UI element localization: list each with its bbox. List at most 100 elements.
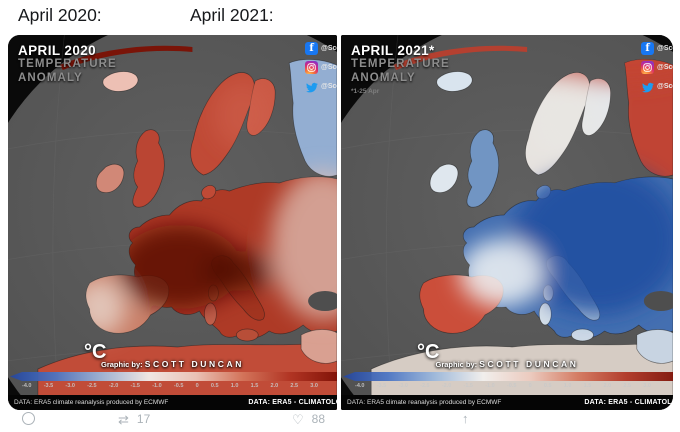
colorbar-tick: -1.0 xyxy=(152,383,162,389)
share-button[interactable]: ↑ xyxy=(462,412,477,425)
data-source-strip: DATA: ERA5 climate reanalysis produced b… xyxy=(341,395,673,410)
map-canvas-2021 xyxy=(341,35,673,410)
colorbar-tick: 1.5 xyxy=(583,383,592,389)
colorbar-tick: -4.0 xyxy=(355,383,365,389)
share-icon: ↑ xyxy=(462,411,469,426)
colorbar-tick: 1.0 xyxy=(230,383,239,389)
facebook-handle: @Sco xyxy=(321,45,337,52)
colorbar-tick: 2.5 xyxy=(290,383,299,389)
instagram-row: @Sco xyxy=(305,61,337,74)
twitter-icon xyxy=(305,80,318,93)
instagram-handle: @Sco xyxy=(657,64,673,71)
reply-button[interactable] xyxy=(22,412,43,425)
map-subtitle-line1: TEMPERATURE xyxy=(351,58,450,70)
tweet-screenshot: { "page": { "captions": [ { "text": "Apr… xyxy=(8,5,673,426)
facebook-row: f @Sco xyxy=(305,42,337,55)
credit-label: Graphic by: xyxy=(435,360,478,369)
colorbar-ticks: -4.0 -3.5 -3.0 -2.5 -2.0 -1.5 -1.0 -0.5 0 0.5 1.0 1… xyxy=(355,383,651,389)
like-count: 88 xyxy=(311,412,326,426)
social-handles: f @Sco @Sco @Sco xyxy=(641,42,673,99)
twitter-row: @Sco xyxy=(641,80,673,93)
colorbar-tick: 2.5 xyxy=(623,383,632,389)
colorbar-tick: -2.5 xyxy=(87,383,97,389)
facebook-icon: f xyxy=(305,42,318,55)
colorbar-tick: 3.0 xyxy=(310,383,318,389)
colorbar-tick: 2.0 xyxy=(603,383,612,389)
colorbar-tick: -1.0 xyxy=(485,383,495,389)
colorbar-ticks: -4.0 -3.5 -3.0 -2.5 -2.0 -1.5 -1.0 -0.5 0 0.5 1.0 1… xyxy=(22,383,318,389)
map-header: APRIL 2020 TEMPERATURE ANOMALY xyxy=(18,43,117,88)
colorbar-tick: 1.0 xyxy=(563,383,572,389)
colorbar-tick: 3.0 xyxy=(643,383,651,389)
anomaly-washes xyxy=(73,80,337,335)
temperature-unit-label: °C xyxy=(84,341,107,363)
facebook-handle: @Sco xyxy=(657,45,673,52)
caption-april-2021: April 2021: xyxy=(190,5,274,25)
retweet-count: 17 xyxy=(136,412,151,426)
colorbar-tick: -2.0 xyxy=(108,383,119,389)
facebook-row: f @Sco xyxy=(641,42,673,55)
colorbar-tick: -0.5 xyxy=(506,383,517,389)
tweet-action-bar: ⇄ 17 ♡ 88 ↑ xyxy=(0,412,680,432)
instagram-icon xyxy=(641,61,654,74)
social-handles: f @Sco @Sco @Sco xyxy=(305,42,337,99)
colorbar-tick: -4.0 xyxy=(22,383,32,389)
twitter-handle: @Sco xyxy=(321,83,337,90)
colorbar-tick: -3.0 xyxy=(65,383,75,389)
instagram-handle: @Sco xyxy=(321,64,337,71)
map-image-april-2021[interactable]: APRIL 2021* TEMPERATURE ANOMALY *1-25 Ap… xyxy=(341,35,673,410)
map-date-note: *1-25 Apr xyxy=(351,87,380,95)
map-title: APRIL 2021* xyxy=(351,43,435,58)
map-canvas-2020 xyxy=(8,35,337,410)
temperature-unit-label: °C xyxy=(417,341,440,363)
graphic-credit: Graphic by: SCOTT DUNCAN xyxy=(8,359,337,369)
facebook-icon: f xyxy=(641,42,654,55)
europe-globe-map xyxy=(8,35,337,410)
twitter-handle: @Sco xyxy=(657,83,673,90)
colorbar-tick: 0 xyxy=(195,383,199,389)
black-sea xyxy=(643,291,673,311)
retweet-icon: ⇄ xyxy=(118,411,129,427)
colorbar-tick: -3.5 xyxy=(43,383,54,389)
source-right-text: DATA: ERA5 - CLIMATOLOG xyxy=(248,399,337,406)
map-header: APRIL 2021* TEMPERATURE ANOMALY *1-25 Ap… xyxy=(351,43,450,95)
colorbar-tick: -3.5 xyxy=(376,383,387,389)
credit-label: Graphic by: xyxy=(101,360,143,369)
like-button[interactable]: ♡ 88 xyxy=(292,412,325,426)
colorbar-tick: 1.5 xyxy=(250,383,259,389)
map-title: APRIL 2020 xyxy=(18,43,97,58)
map-subtitle-line2: ANOMALY xyxy=(351,71,416,84)
instagram-icon xyxy=(305,61,318,74)
source-left-text: DATA: ERA5 climate reanalysis produced b… xyxy=(14,399,169,406)
europe-globe-map xyxy=(341,35,673,410)
credit-author: SCOTT DUNCAN xyxy=(144,359,244,369)
black-sea xyxy=(308,291,337,311)
colorbar-tick: -2.5 xyxy=(420,383,430,389)
credit-author: SCOTT DUNCAN xyxy=(479,359,579,369)
colorbar-tick: 2.0 xyxy=(270,383,279,389)
twitter-icon xyxy=(641,80,654,93)
twitter-row: @Sco xyxy=(305,80,337,93)
graphic-credit: Graphic by: SCOTT DUNCAN xyxy=(341,359,673,369)
colorbar-tick: -1.5 xyxy=(463,383,473,389)
data-source-strip: DATA: ERA5 climate reanalysis produced b… xyxy=(8,395,337,410)
map-image-april-2020[interactable]: APRIL 2020 TEMPERATURE ANOMALY f @Sco @S… xyxy=(8,35,337,410)
anomaly-washes xyxy=(459,59,673,315)
colorbar xyxy=(343,372,673,381)
colorbar-tick: -1.5 xyxy=(130,383,140,389)
source-left-text: DATA: ERA5 climate reanalysis produced b… xyxy=(347,399,502,406)
source-right-text: DATA: ERA5 - CLIMATOLOG xyxy=(584,399,673,406)
like-icon: ♡ xyxy=(292,411,304,427)
colorbar-tick: -3.0 xyxy=(398,383,408,389)
colorbar-tick: -2.0 xyxy=(441,383,452,389)
map-subtitle-line1: TEMPERATURE xyxy=(18,58,117,70)
retweet-button[interactable]: ⇄ 17 xyxy=(118,412,150,426)
colorbar xyxy=(10,372,337,381)
map-subtitle-line2: ANOMALY xyxy=(18,71,83,84)
caption-april-2020: April 2020: xyxy=(18,5,102,25)
colorbar-tick: 0.5 xyxy=(543,383,552,389)
colorbar-tick: 0.5 xyxy=(210,383,219,389)
reply-icon xyxy=(22,412,35,425)
colorbar-tick: -0.5 xyxy=(173,383,184,389)
colorbar-tick: 0 xyxy=(528,383,532,389)
